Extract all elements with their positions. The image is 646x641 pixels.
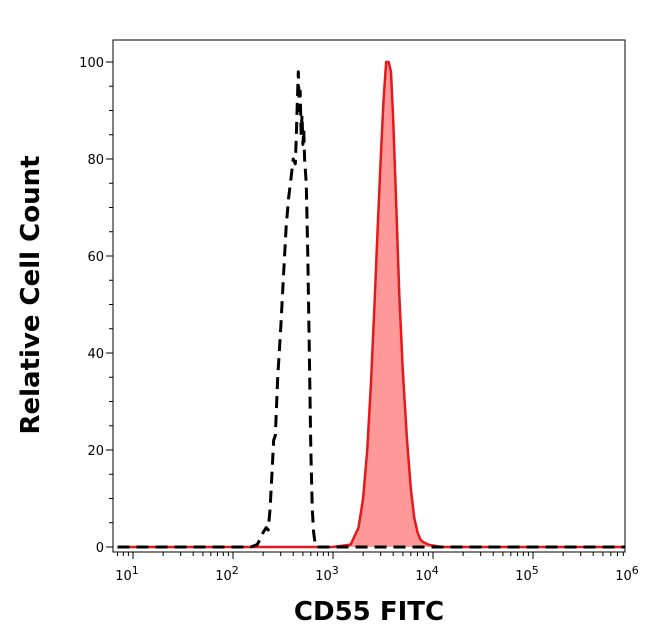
x-tick-base: 10: [215, 569, 232, 584]
x-tick-label-4: 105: [515, 564, 539, 584]
y-axis: 0 20 40 60 80 100: [79, 56, 113, 556]
y-tick-label-2: 40: [87, 347, 104, 362]
x-tick-exponent: 4: [432, 564, 439, 577]
series-1-area: [117, 62, 625, 547]
x-tick-label-2: 103: [315, 564, 339, 584]
x-axis-title: CD55 FITC: [294, 597, 444, 627]
plot-frame: [112, 39, 626, 553]
y-tick-label-4: 80: [87, 153, 104, 168]
y-tick-label-3: 60: [87, 250, 104, 265]
x-tick-exponent: 1: [132, 564, 139, 577]
x-tick-label-3: 104: [415, 564, 439, 584]
series-layer: [117, 60, 625, 549]
x-tick-base: 10: [415, 569, 432, 584]
x-tick-base: 10: [515, 569, 532, 584]
x-tick-label-1: 102: [215, 564, 239, 584]
y-tick-label-1: 20: [87, 444, 104, 459]
series-1-line: [117, 60, 625, 549]
x-tick-base: 10: [115, 569, 132, 584]
x-tick-exponent: 3: [332, 564, 339, 577]
x-tick-exponent: 5: [532, 564, 539, 577]
x-tick-label-5: 106: [615, 564, 639, 584]
x-tick-label-0: 101: [115, 564, 139, 584]
series-0-line: [117, 70, 625, 549]
x-tick-exponent: 6: [632, 564, 639, 577]
x-tick-base: 10: [615, 569, 632, 584]
x-axis: 101 102 103 104 105 106: [115, 552, 639, 584]
y-tick-label-5: 100: [79, 56, 104, 71]
x-tick-exponent: 2: [232, 564, 239, 577]
y-tick-label-0: 0: [96, 541, 104, 556]
x-tick-base: 10: [315, 569, 332, 584]
y-axis-title: Relative Cell Count: [16, 155, 46, 434]
